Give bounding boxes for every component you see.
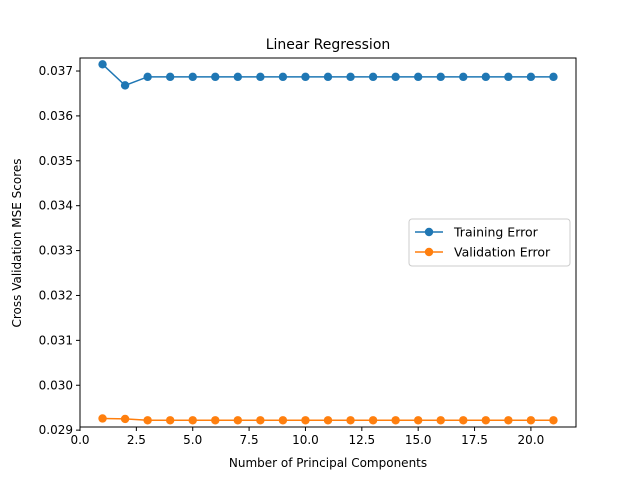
data-point: [323, 72, 333, 82]
data-point: [436, 72, 445, 82]
data-point: [481, 72, 491, 82]
series-validation-error: [98, 414, 558, 425]
x-axis: 0.0 2.5 5.0 7.5 10.0 12.5 15.0 17.5 20.0: [70, 427, 544, 447]
y-axis: 0.029 0.030 0.031 0.032 0.033 0.034 0.035 0.036…: [39, 64, 80, 437]
data-point: [256, 416, 265, 425]
data-point: [143, 72, 152, 82]
y-tick-label: 0.036: [39, 109, 73, 123]
y-tick-label: 0.033: [39, 244, 73, 258]
data-point: [549, 72, 558, 82]
x-tick-label: 2.5: [127, 433, 146, 447]
legend-item-validation-error: Validation Error: [415, 245, 551, 260]
y-tick-label: 0.031: [39, 333, 73, 347]
data-point: [459, 72, 468, 82]
x-tick-label: 10.0: [292, 433, 319, 447]
data-point: [391, 416, 400, 425]
data-point: [436, 416, 445, 425]
data-point: [165, 416, 175, 425]
data-point: [188, 416, 197, 425]
data-point: [143, 416, 152, 425]
legend-marker: [424, 227, 434, 237]
plot-border: [79, 57, 577, 428]
data-point: [165, 72, 175, 82]
data-point: [278, 72, 288, 82]
data-point: [301, 416, 310, 425]
series-layer: [98, 60, 558, 425]
x-tick-label: 20.0: [518, 433, 545, 447]
y-tick-label: 0.037: [39, 64, 73, 78]
data-point: [504, 416, 513, 425]
legend-label: Training Error: [453, 225, 539, 240]
x-tick-label: 17.5: [461, 433, 488, 447]
data-point: [413, 72, 423, 82]
y-tick-label: 0.030: [39, 378, 73, 392]
data-point: [98, 414, 107, 423]
x-tick-label: 15.0: [405, 433, 432, 447]
x-tick-label: 0.0: [70, 433, 89, 447]
data-point: [188, 72, 197, 82]
legend-label: Validation Error: [454, 245, 551, 260]
series-training-error: [98, 60, 558, 90]
data-point: [346, 416, 355, 425]
x-tick-label: 12.5: [348, 433, 375, 447]
data-point: [120, 81, 130, 90]
data-point: [368, 416, 378, 425]
data-point: [256, 72, 265, 82]
y-tick-label: 0.034: [39, 199, 73, 213]
data-point: [301, 72, 310, 82]
data-point: [368, 72, 378, 82]
data-point: [98, 60, 107, 69]
data-point: [459, 416, 468, 425]
legend-item-training-error: Training Error: [415, 225, 539, 240]
data-point: [526, 416, 536, 425]
y-tick-label: 0.035: [39, 154, 73, 168]
data-point: [481, 416, 491, 425]
data-point: [504, 72, 513, 82]
legend: Training Error Validation Error: [408, 218, 571, 267]
legend-marker: [424, 247, 434, 257]
legend-box: [408, 218, 571, 267]
data-point: [211, 416, 220, 425]
y-tick-label: 0.032: [39, 288, 73, 302]
chart-title: Linear Regression: [266, 37, 391, 53]
data-point: [346, 72, 355, 82]
y-tick-label: 0.029: [39, 423, 73, 437]
data-point: [233, 72, 243, 82]
data-point: [526, 72, 536, 82]
y-axis-label: Cross Validation MSE Scores: [10, 158, 24, 327]
data-point: [233, 416, 243, 425]
data-point: [413, 416, 423, 425]
data-point: [120, 414, 130, 424]
x-axis-label: Number of Principal Components: [229, 456, 427, 470]
data-point: [323, 416, 333, 425]
x-tick-label: 5.0: [183, 433, 202, 447]
x-tick-label: 7.5: [240, 433, 259, 447]
data-point: [278, 416, 288, 425]
data-point: [211, 72, 220, 82]
data-point: [391, 72, 400, 82]
data-point: [549, 416, 558, 425]
